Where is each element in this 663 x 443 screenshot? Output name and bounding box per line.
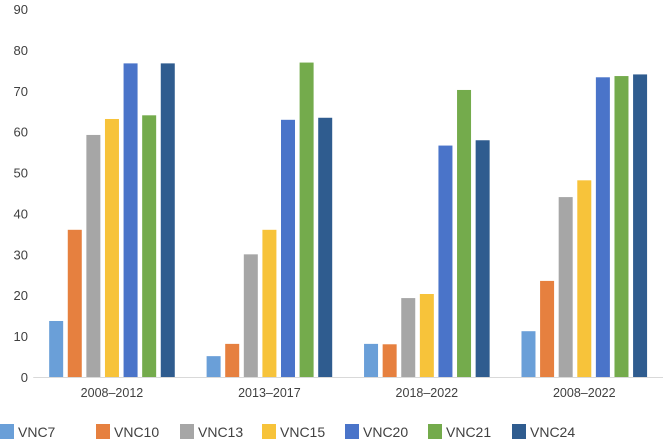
y-tick-label-40: 40 <box>14 206 28 221</box>
bar-vnc10-3 <box>382 344 397 377</box>
legend-swatch <box>345 424 359 439</box>
legend-item-vnc13: VNC13 <box>180 424 243 440</box>
bar-vnc24-2 <box>318 117 333 378</box>
bar-vnc10-2 <box>225 343 240 377</box>
bar-vnc10-1 <box>67 229 82 377</box>
y-tick-label-0: 0 <box>21 370 28 385</box>
y-tick-label-30: 30 <box>14 247 28 262</box>
bar-vnc13-1 <box>86 134 101 377</box>
legend-swatch <box>96 424 110 439</box>
legend-item-vnc24: VNC24 <box>512 424 575 440</box>
bar-vnc15-2 <box>262 229 277 377</box>
legend-item-vnc21: VNC21 <box>428 424 491 440</box>
legend: VNC7 VNC10 VNC13 VNC15 VNC20 VNC21 VNC24 <box>0 424 575 440</box>
bar-vnc21-1 <box>142 115 157 378</box>
x-axis: 2008–2012 2013–2017 2018–2022 2008–2022 <box>33 377 663 400</box>
y-tick-label-70: 70 <box>14 84 28 99</box>
bar-vnc7-1 <box>49 320 64 377</box>
y-tick-label-90: 90 <box>14 2 28 17</box>
x-tick-label-3: 2018–2022 <box>396 386 459 400</box>
y-tick-label-60: 60 <box>14 125 28 140</box>
bar-vnc13-4 <box>558 197 573 377</box>
bar-vnc13-3 <box>401 298 416 377</box>
y-tick-label-50: 50 <box>14 166 28 181</box>
legend-label: VNC24 <box>530 424 575 440</box>
x-tick-label-2: 2013–2017 <box>238 386 301 400</box>
y-tick-label-20: 20 <box>14 288 28 303</box>
legend-swatch <box>262 424 276 439</box>
bar-vnc21-3 <box>457 89 472 378</box>
legend-item-vnc10: VNC10 <box>96 424 159 440</box>
bar-vnc7-3 <box>364 343 379 377</box>
bar-vnc20-3 <box>438 145 453 377</box>
legend-label: VNC7 <box>18 424 56 440</box>
legend-swatch <box>0 424 14 439</box>
legend-swatch <box>512 424 526 439</box>
y-axis: 0 10 20 30 40 50 60 70 80 90 <box>14 2 28 385</box>
bar-vnc20-1 <box>123 63 138 377</box>
legend-swatch <box>180 424 194 439</box>
bar-vnc15-1 <box>104 118 119 377</box>
bar-vnc24-1 <box>160 63 175 377</box>
legend-item-vnc20: VNC20 <box>345 424 408 440</box>
legend-label: VNC15 <box>280 424 325 440</box>
bar-vnc15-4 <box>577 180 592 377</box>
bar-vnc10-4 <box>540 280 555 377</box>
bar-vnc21-4 <box>614 76 629 378</box>
legend-item-vnc15: VNC15 <box>262 424 325 440</box>
y-tick-label-10: 10 <box>14 329 28 344</box>
legend-item-vnc7: VNC7 <box>0 424 56 440</box>
bar-vnc15-3 <box>419 293 434 377</box>
bar-vnc20-4 <box>595 77 610 377</box>
bar-vnc24-4 <box>633 74 648 377</box>
bar-vnc7-4 <box>521 331 536 377</box>
bar-vnc21-2 <box>299 62 314 377</box>
bar-vnc13-2 <box>243 254 258 377</box>
legend-label: VNC13 <box>198 424 243 440</box>
bars <box>49 62 648 378</box>
legend-swatch <box>428 424 442 439</box>
x-tick-label-1: 2008–2012 <box>81 386 144 400</box>
bar-vnc7-2 <box>206 356 221 377</box>
legend-label: VNC21 <box>446 424 491 440</box>
legend-label: VNC10 <box>114 424 159 440</box>
bar-vnc24-3 <box>475 140 490 377</box>
x-tick-label-4: 2008–2022 <box>553 386 616 400</box>
bar-vnc20-2 <box>281 119 296 377</box>
y-tick-label-80: 80 <box>14 43 28 58</box>
legend-label: VNC20 <box>363 424 408 440</box>
